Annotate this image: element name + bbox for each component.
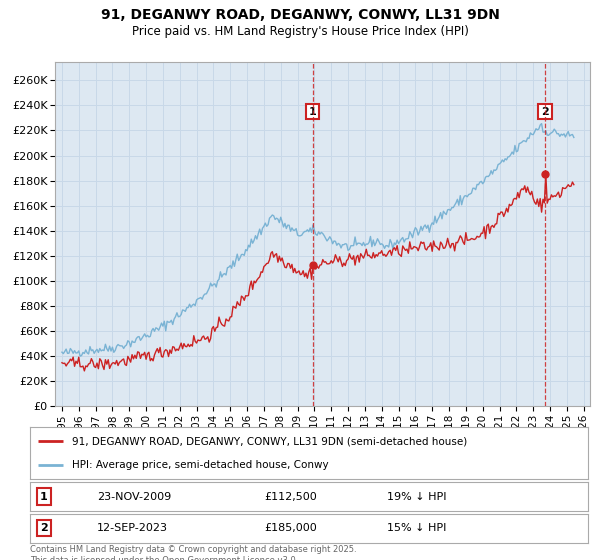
Text: 1: 1 xyxy=(40,492,48,502)
Text: £112,500: £112,500 xyxy=(265,492,317,502)
Text: £185,000: £185,000 xyxy=(265,523,317,533)
Text: 19% ↓ HPI: 19% ↓ HPI xyxy=(387,492,446,502)
Text: 23-NOV-2009: 23-NOV-2009 xyxy=(97,492,171,502)
Text: Contains HM Land Registry data © Crown copyright and database right 2025.
This d: Contains HM Land Registry data © Crown c… xyxy=(30,545,356,560)
Text: 1: 1 xyxy=(309,107,317,116)
Text: 2: 2 xyxy=(40,523,48,533)
Text: 91, DEGANWY ROAD, DEGANWY, CONWY, LL31 9DN (semi-detached house): 91, DEGANWY ROAD, DEGANWY, CONWY, LL31 9… xyxy=(72,436,467,446)
Text: 15% ↓ HPI: 15% ↓ HPI xyxy=(387,523,446,533)
Text: Price paid vs. HM Land Registry's House Price Index (HPI): Price paid vs. HM Land Registry's House … xyxy=(131,25,469,38)
Text: HPI: Average price, semi-detached house, Conwy: HPI: Average price, semi-detached house,… xyxy=(72,460,328,470)
Text: 91, DEGANWY ROAD, DEGANWY, CONWY, LL31 9DN: 91, DEGANWY ROAD, DEGANWY, CONWY, LL31 9… xyxy=(101,8,499,22)
Text: 12-SEP-2023: 12-SEP-2023 xyxy=(97,523,168,533)
Text: 2: 2 xyxy=(541,107,549,116)
